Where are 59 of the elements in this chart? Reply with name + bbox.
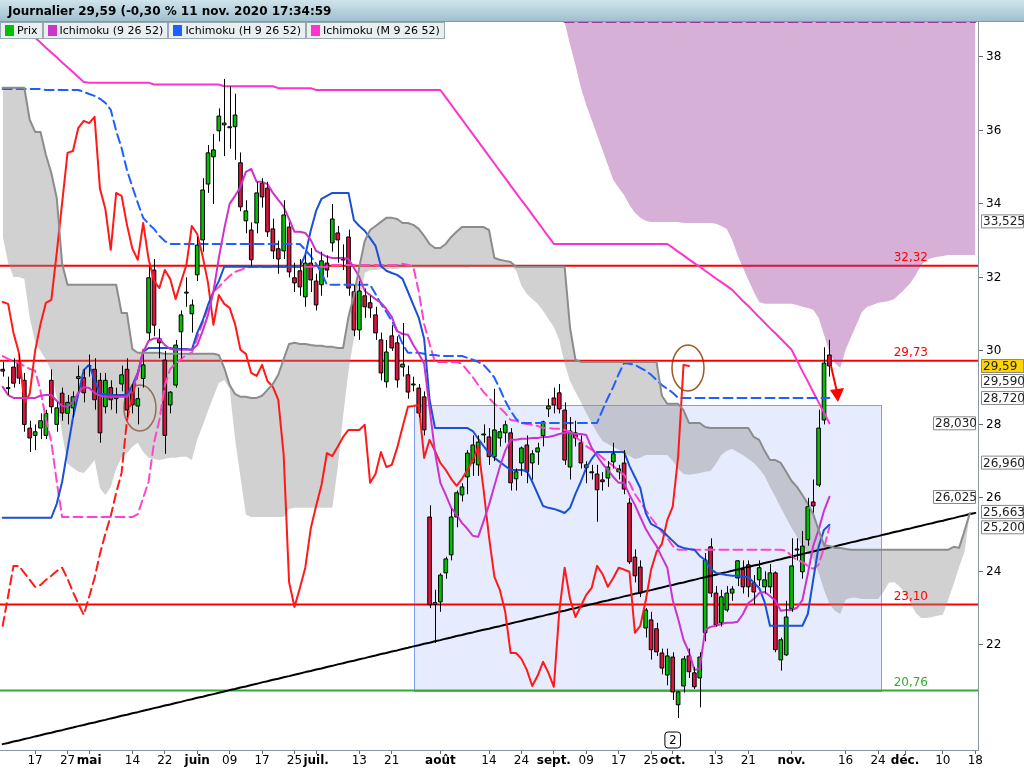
y-tick-label: 38 [986,49,1002,64]
x-tick-label: juin [183,753,210,768]
y-tick-label: 22 [986,637,1002,652]
ref-line-label: 23,10 [893,588,928,603]
annotation: 26,025 [935,490,977,505]
y-tick-label: 30 [986,343,1002,358]
x-tick-label: 27 [59,753,76,768]
line-series [1,348,145,627]
x-tick-label: 21 [740,753,756,768]
legend-label: Ichimoku (9 26 52) [59,24,164,37]
y-tick-label: 26 [986,490,1002,505]
x-tick-label: août [425,753,456,768]
annotation: 26,960 [983,455,1024,470]
line-series [1,262,831,570]
y-tick-label: 28 [986,416,1002,431]
x-tick-label: nov. [777,753,806,768]
y-tick-label: 36 [986,122,1002,137]
x-tick-label: mai [76,753,102,768]
y-tick-label: 24 [986,563,1002,578]
x-tick-label: 24 [513,753,530,768]
annotation: 25,200 [983,520,1024,535]
x-tick-label: 14 [481,753,497,768]
x-tick-label: 10 [935,753,951,768]
x-tick-label: 22 [157,753,173,768]
x-tick-label: 09 [222,753,238,768]
annotation: 33,525 [983,214,1024,229]
x-tick-label: déc. [890,753,920,768]
x-tick-label: 09 [578,753,594,768]
y-tick-label: 34 [986,196,1002,211]
text: 29,59 [983,359,1018,374]
annotation: 28,720 [983,391,1024,406]
legend-label: Ichimoku (H 9 26 52) [185,24,301,37]
legend-label: Prix [17,24,38,37]
annotation: 28,030 [935,416,977,431]
x-tick-label: 14 [124,753,141,768]
legend-label: Ichimoku (M 9 26 52) [322,24,440,37]
x-tick-label: 17 [27,753,43,768]
x-tick-label: 25 [643,753,659,768]
x-tick-label: 13 [351,753,367,768]
candlestick [76,365,81,392]
x-tick-label: sept. [536,753,571,768]
ref-line-label: 32,32 [893,249,928,264]
x-tick-label: 17 [611,753,627,768]
ref-line-label: 29,73 [893,344,928,359]
x-tick-label: 24 [870,753,886,768]
ref-line-label: 20,76 [893,674,928,689]
x-tick-label: 25 [286,753,303,768]
annotation: 29,590 [983,374,1024,389]
x-tick-label: 21 [384,753,400,768]
x-tick-label: 16 [837,753,854,768]
annotation: 25,663 [983,505,1024,520]
x-tick-label: juil. [302,753,329,768]
chart-title: Journalier 29,59 (-0,30 % 11 nov. 2020 17:34:59 [0,0,1024,22]
x-tick-label: 17 [254,753,270,768]
x-tick-label: 13 [708,753,724,768]
annotation: 2 [668,733,677,748]
x-tick-label: 18 [967,753,983,768]
x-tick-label: oct. [659,753,686,768]
y-tick-label: 32 [986,269,1002,284]
